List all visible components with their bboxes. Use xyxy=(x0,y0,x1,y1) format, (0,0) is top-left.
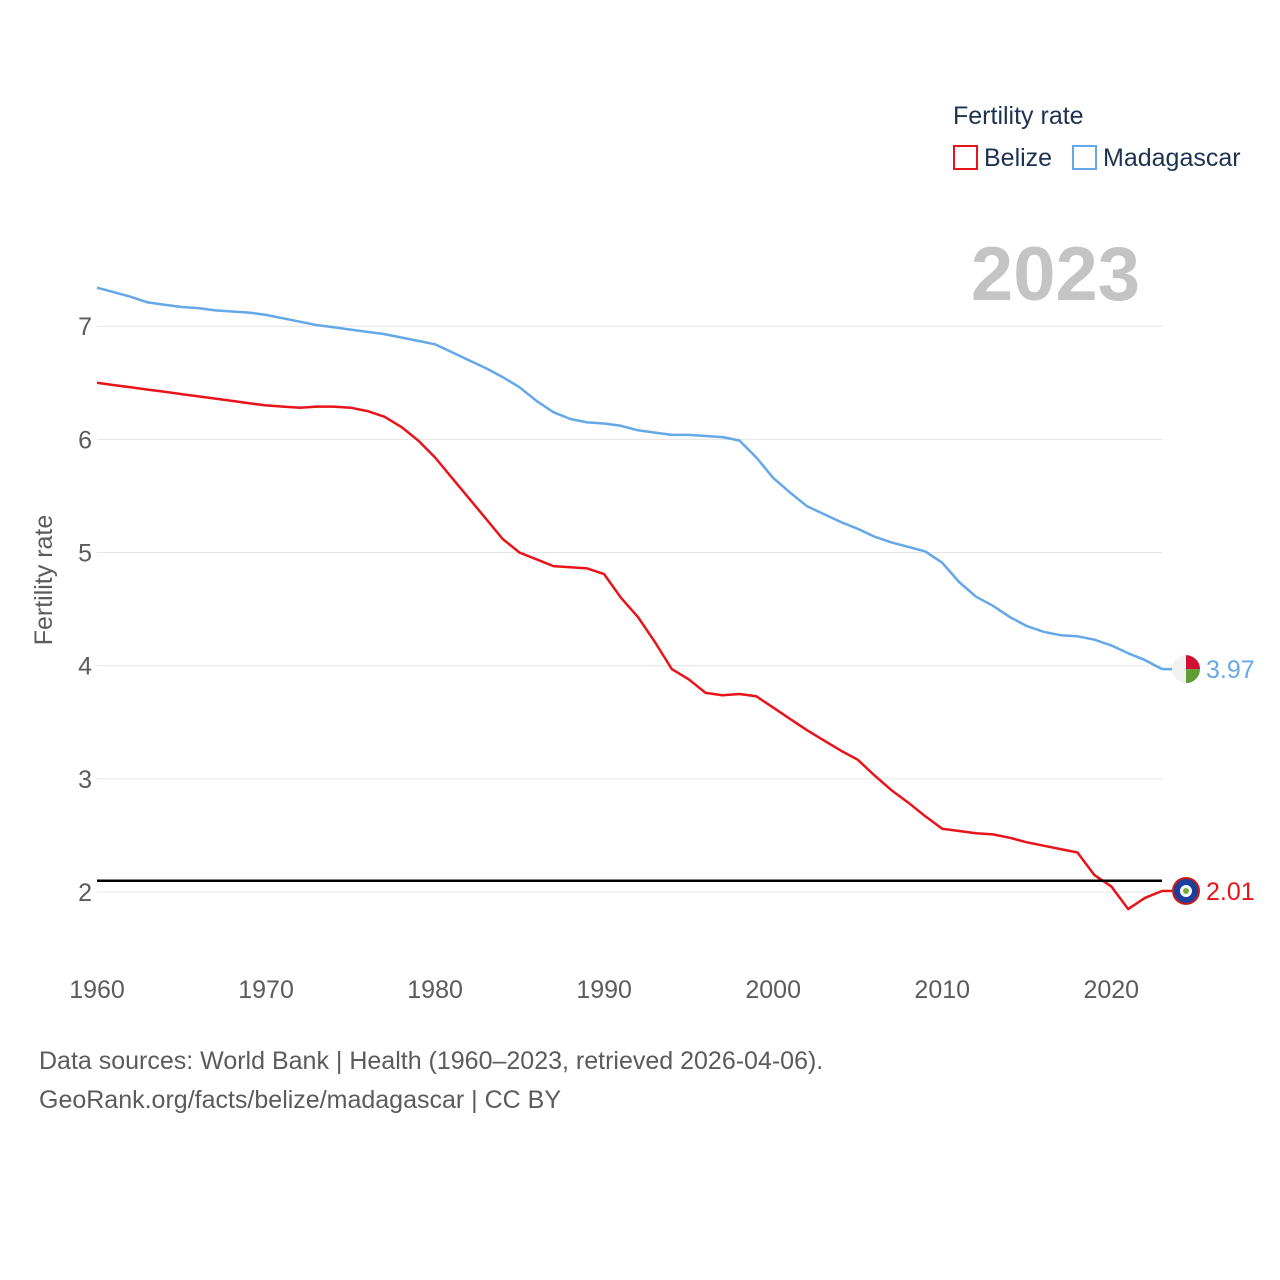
flag-belize-icon xyxy=(1172,876,1200,905)
flag-red-part xyxy=(1186,655,1200,670)
x-tick-label-2020: 2020 xyxy=(1083,976,1139,1004)
x-tick-label-1970: 1970 xyxy=(238,976,294,1004)
legend-swatch-belize xyxy=(953,145,978,170)
y-tick-label-5: 5 xyxy=(78,540,92,568)
series-line-madagascar xyxy=(96,286,1163,671)
x-tick-label-2000: 2000 xyxy=(745,976,801,1004)
series-lines xyxy=(96,286,1163,911)
x-tick-label-1960: 1960 xyxy=(69,976,125,1004)
end-markers: 2.01 3.97 xyxy=(1162,655,1255,906)
footer: Data sources: World Bank | Health (1960–… xyxy=(39,1042,823,1120)
flag-green-part xyxy=(1186,669,1200,684)
y-axis-ticks: 2 3 4 5 6 7 xyxy=(78,313,92,907)
y-tick-label-6: 6 xyxy=(78,426,92,454)
legend: Fertility rate Belize Madagascar xyxy=(953,102,1241,172)
y-tick-label-2: 2 xyxy=(78,879,92,907)
legend-label-madagascar[interactable]: Madagascar xyxy=(1103,144,1241,172)
x-axis-ticks: 1960 1970 1980 1990 2000 2010 2020 xyxy=(69,976,1139,1004)
legend-label-belize[interactable]: Belize xyxy=(984,144,1052,172)
y-tick-label-7: 7 xyxy=(78,313,92,341)
end-value-label-madagascar: 3.97 xyxy=(1206,656,1255,684)
fertility-chart: 2023 2 3 4 5 6 7 1960 1970 1980 1990 2000 2010 2020… xyxy=(30,102,1255,1004)
flag-emblem-center xyxy=(1183,887,1189,894)
end-value-label-belize: 2.01 xyxy=(1206,878,1255,906)
x-tick-label-2010: 2010 xyxy=(914,976,970,1004)
source-link[interactable]: GeoRank.org/facts/belize/madagascar | CC… xyxy=(39,1086,562,1114)
legend-title: Fertility rate xyxy=(953,102,1084,130)
flag-madagascar-icon xyxy=(1172,655,1200,684)
legend-swatch-madagascar xyxy=(1072,145,1097,170)
series-line-belize xyxy=(96,381,1163,911)
y-axis-label: Fertility rate xyxy=(30,515,58,646)
x-tick-label-1980: 1980 xyxy=(407,976,463,1004)
year-watermark: 2023 xyxy=(971,232,1140,317)
y-tick-label-3: 3 xyxy=(78,766,92,794)
grid-lines xyxy=(97,325,1162,893)
data-sources: Data sources: World Bank | Health (1960–… xyxy=(39,1047,824,1075)
x-tick-label-1990: 1990 xyxy=(576,976,632,1004)
y-tick-label-4: 4 xyxy=(78,653,92,681)
